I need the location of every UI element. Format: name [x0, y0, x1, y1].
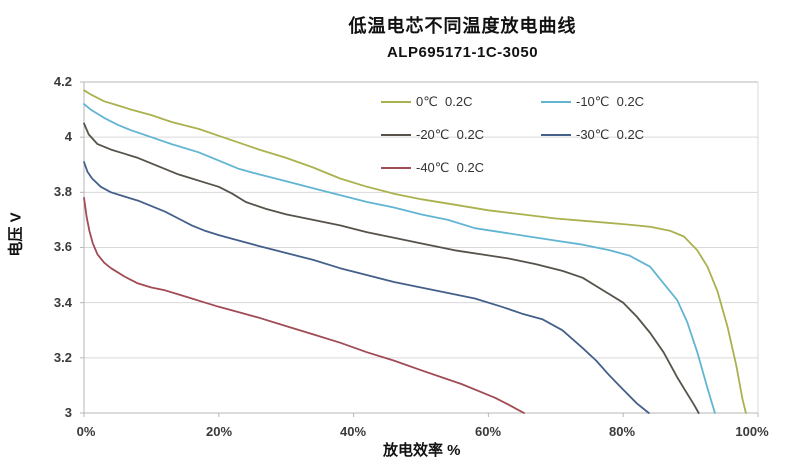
chart-subtitle: ALP695171-1C-3050: [386, 44, 539, 61]
legend-item-minus10c: -10℃ 0.2C: [541, 90, 701, 114]
x-axis-title: 放电效率 %: [383, 442, 461, 459]
y-tick-label: 3.8: [53, 184, 72, 199]
x-tick-label: 60%: [474, 424, 502, 439]
y-tick-label: 3.6: [53, 239, 72, 254]
series-line-0℃: [83, 89, 747, 414]
legend-item-minus40c: -40℃ 0.2C: [381, 156, 541, 180]
legend-line-swatch: [541, 134, 571, 136]
y-tick-label: 4.2: [53, 74, 72, 89]
chart-legend: 0℃ 0.2C -10℃ 0.2C -20℃ 0.2C -30℃ 0.2C -4…: [381, 90, 701, 180]
y-tick-label: 3.4: [53, 295, 72, 310]
y-axis-title: 电压 V: [7, 212, 25, 257]
legend-line-swatch: [381, 101, 411, 103]
x-tick-label: 100%: [735, 424, 769, 439]
legend-line-swatch: [381, 134, 411, 136]
series-line--30℃: [83, 161, 650, 414]
y-tick-label: 3.2: [53, 350, 72, 365]
series-line--10℃: [83, 103, 716, 414]
x-tick-label: 20%: [205, 424, 233, 439]
legend-item-minus30c: -30℃ 0.2C: [541, 123, 701, 147]
series-line--40℃: [83, 196, 525, 414]
legend-line-swatch: [541, 101, 571, 103]
y-tick-label: 4: [64, 129, 72, 144]
x-tick-label: 40%: [339, 424, 367, 439]
legend-label: -10℃ 0.2C: [576, 94, 645, 109]
y-tick-label: 3: [64, 405, 72, 420]
legend-item-minus20c: -20℃ 0.2C: [381, 123, 541, 147]
legend-item-0c: 0℃ 0.2C: [381, 90, 541, 114]
x-tick-label: 0%: [76, 424, 96, 439]
legend-label: -20℃ 0.2C: [416, 127, 485, 142]
x-tick-label: 80%: [608, 424, 636, 439]
legend-label: -40℃ 0.2C: [416, 160, 485, 175]
legend-label: 0℃ 0.2C: [416, 94, 473, 109]
chart-header: 低温电芯不同温度放电曲线 ALP695171-1C-3050: [128, 12, 797, 61]
chart-title: 低温电芯不同温度放电曲线: [348, 16, 577, 36]
legend-line-swatch: [381, 167, 411, 169]
legend-label: -30℃ 0.2C: [576, 127, 645, 142]
series-line--20℃: [83, 122, 700, 414]
